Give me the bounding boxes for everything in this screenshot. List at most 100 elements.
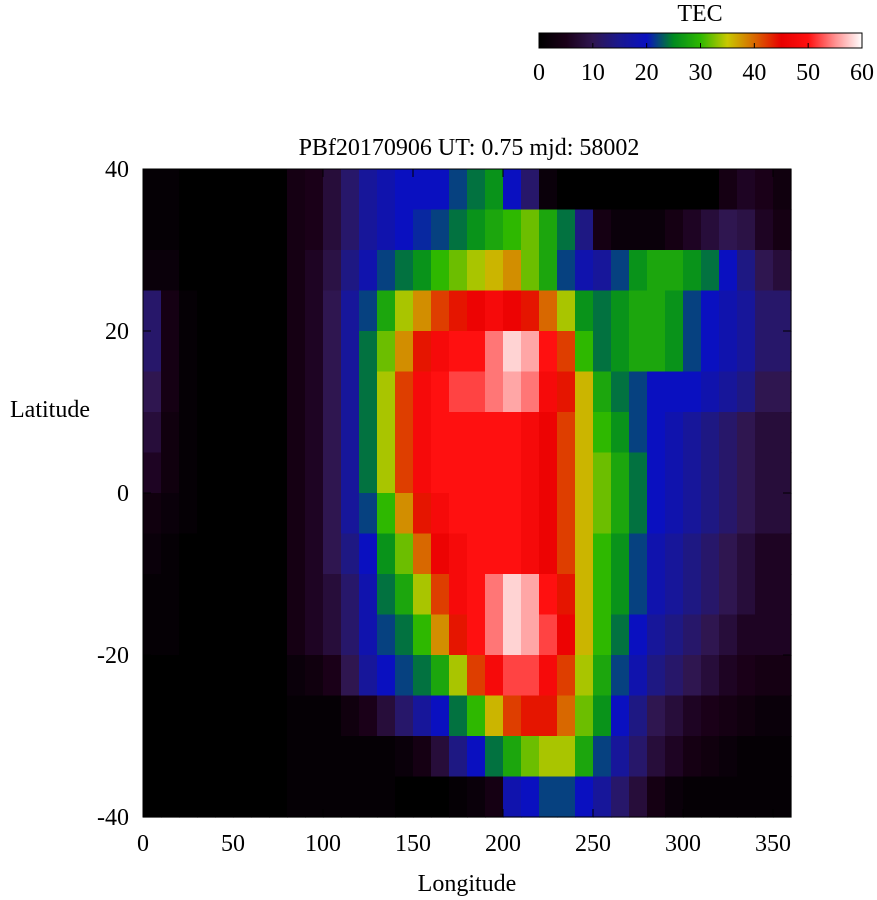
heatmap-cell: [233, 695, 252, 737]
heatmap-cell: [665, 655, 684, 697]
heatmap-cell: [431, 493, 450, 535]
heatmap-cell: [341, 736, 360, 778]
heatmap-cell: [683, 250, 702, 292]
x-tick-label: 200: [485, 831, 521, 857]
heatmap-cell: [323, 452, 342, 494]
heatmap-cell: [467, 290, 486, 332]
heatmap-cell: [539, 209, 558, 251]
heatmap-cell: [539, 452, 558, 494]
heatmap-cell: [161, 209, 180, 251]
heatmap-cell: [773, 736, 792, 778]
heatmap-cell: [413, 371, 432, 413]
heatmap-cell: [467, 371, 486, 413]
heatmap-cell: [323, 655, 342, 697]
colorbar-tick-label: 50: [796, 60, 820, 86]
heatmap-cell: [611, 736, 630, 778]
heatmap-cell: [251, 533, 270, 575]
heatmap-cell: [755, 776, 774, 818]
heatmap-cell: [197, 695, 216, 737]
chart-title: PBf20170906 UT: 0.75 mjd: 58002: [299, 135, 640, 161]
heatmap-cell: [521, 412, 540, 454]
heatmap-cell: [737, 412, 756, 454]
heatmap-cell: [359, 655, 378, 697]
heatmap-cell: [719, 331, 738, 373]
heatmap-cell: [323, 169, 342, 211]
heatmap-cell: [485, 169, 504, 211]
heatmap-cell: [665, 452, 684, 494]
heatmap-cell: [449, 574, 468, 616]
heatmap-cell: [575, 371, 594, 413]
heatmap-cell: [413, 614, 432, 656]
heatmap-cell: [359, 209, 378, 251]
heatmap-cell: [251, 776, 270, 818]
heatmap-cell: [701, 371, 720, 413]
heatmap-cell: [449, 736, 468, 778]
heatmap-cell: [161, 614, 180, 656]
heatmap-cell: [305, 331, 324, 373]
heatmap-cell: [719, 574, 738, 616]
heatmap-cell: [233, 209, 252, 251]
heatmap-cell: [611, 452, 630, 494]
heatmap-cell: [143, 574, 162, 616]
heatmap-cell: [521, 493, 540, 535]
heatmap-cell: [755, 452, 774, 494]
heatmap-cell: [359, 331, 378, 373]
heatmap-cell: [683, 574, 702, 616]
heatmap-cell: [575, 776, 594, 818]
heatmap-cell: [737, 533, 756, 575]
heatmap-cell: [755, 736, 774, 778]
x-tick-label: 300: [665, 831, 701, 857]
heatmap-cell: [557, 331, 576, 373]
x-tick-label: 50: [221, 831, 245, 857]
heatmap-cell: [647, 169, 666, 211]
heatmap-cells: [143, 169, 792, 818]
colorbar-tick-label: 40: [742, 60, 766, 86]
heatmap-cell: [647, 695, 666, 737]
heatmap-cell: [413, 250, 432, 292]
heatmap-cell: [701, 452, 720, 494]
heatmap-cell: [143, 533, 162, 575]
heatmap-cell: [485, 452, 504, 494]
heatmap-cell: [287, 250, 306, 292]
y-tick-label: -40: [97, 805, 129, 831]
heatmap-cell: [233, 614, 252, 656]
heatmap-cell: [701, 574, 720, 616]
heatmap-cell: [467, 412, 486, 454]
heatmap-cell: [215, 574, 234, 616]
heatmap-cell: [737, 614, 756, 656]
heatmap-cell: [287, 736, 306, 778]
heatmap-cell: [539, 371, 558, 413]
heatmap-cell: [233, 533, 252, 575]
heatmap-cell: [521, 776, 540, 818]
heatmap-cell: [773, 776, 792, 818]
heatmap-cell: [755, 574, 774, 616]
heatmap-cell: [143, 452, 162, 494]
heatmap-cell: [377, 655, 396, 697]
heatmap-cell: [233, 371, 252, 413]
heatmap-cell: [233, 250, 252, 292]
heatmap-cell: [521, 655, 540, 697]
heatmap-cell: [377, 169, 396, 211]
heatmap-cell: [341, 614, 360, 656]
heatmap-cell: [485, 776, 504, 818]
heatmap-cell: [143, 290, 162, 332]
heatmap-cell: [395, 655, 414, 697]
heatmap-cell: [251, 331, 270, 373]
heatmap-cell: [395, 695, 414, 737]
x-tick-label: 350: [755, 831, 791, 857]
heatmap-cell: [593, 695, 612, 737]
heatmap-cell: [395, 371, 414, 413]
heatmap-cell: [755, 493, 774, 535]
heatmap-cell: [557, 695, 576, 737]
heatmap-cell: [575, 209, 594, 251]
heatmap-cell: [683, 169, 702, 211]
heatmap-cell: [503, 452, 522, 494]
heatmap-cell: [755, 412, 774, 454]
heatmap-cell: [593, 452, 612, 494]
heatmap-cell: [233, 736, 252, 778]
heatmap-cell: [413, 452, 432, 494]
heatmap-cell: [629, 655, 648, 697]
heatmap-cell: [305, 655, 324, 697]
heatmap-cell: [611, 655, 630, 697]
heatmap-cell: [179, 493, 198, 535]
